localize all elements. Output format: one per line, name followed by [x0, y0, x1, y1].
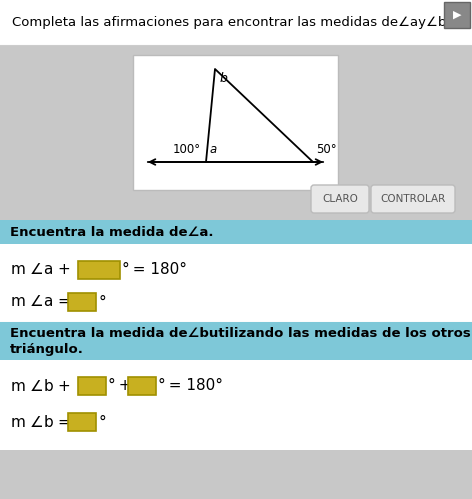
Text: b: b [220, 72, 228, 85]
FancyBboxPatch shape [0, 220, 472, 244]
FancyBboxPatch shape [0, 220, 472, 322]
FancyBboxPatch shape [78, 377, 106, 395]
FancyBboxPatch shape [128, 377, 156, 395]
Text: °: ° [98, 294, 106, 309]
FancyBboxPatch shape [133, 55, 338, 190]
FancyBboxPatch shape [444, 2, 470, 28]
FancyBboxPatch shape [68, 413, 96, 431]
Text: m $\angle$a =: m $\angle$a = [10, 294, 72, 309]
Text: 100°: 100° [173, 143, 201, 156]
Text: CLARO: CLARO [322, 194, 358, 204]
FancyBboxPatch shape [371, 185, 455, 213]
FancyBboxPatch shape [78, 261, 120, 279]
Text: ° = 180°: ° = 180° [122, 262, 187, 277]
Text: m $\angle$a +: m $\angle$a + [10, 262, 72, 277]
Text: CONTROLAR: CONTROLAR [380, 194, 446, 204]
FancyBboxPatch shape [0, 0, 472, 45]
Text: a: a [210, 143, 217, 156]
Text: ° +: ° + [108, 379, 135, 394]
Text: m $\angle$b +: m $\angle$b + [10, 378, 73, 394]
Text: Encuentra la medida de∠a.: Encuentra la medida de∠a. [10, 226, 213, 239]
Text: 50°: 50° [316, 143, 337, 156]
Text: m $\angle$b =: m $\angle$b = [10, 414, 73, 430]
Text: ▶: ▶ [453, 10, 461, 20]
Text: Completa las afirmaciones para encontrar las medidas de∠ay∠b.: Completa las afirmaciones para encontrar… [12, 16, 450, 29]
FancyBboxPatch shape [0, 322, 472, 360]
Text: triángulo.: triángulo. [10, 342, 84, 355]
FancyBboxPatch shape [311, 185, 369, 213]
FancyBboxPatch shape [0, 322, 472, 450]
FancyBboxPatch shape [0, 45, 472, 220]
Text: ° = 180°: ° = 180° [158, 379, 223, 394]
Text: Encuentra la medida de∠butilizando las medidas de los otros dos ángulos del: Encuentra la medida de∠butilizando las m… [10, 326, 472, 339]
FancyBboxPatch shape [68, 293, 96, 311]
Text: °: ° [98, 415, 106, 430]
